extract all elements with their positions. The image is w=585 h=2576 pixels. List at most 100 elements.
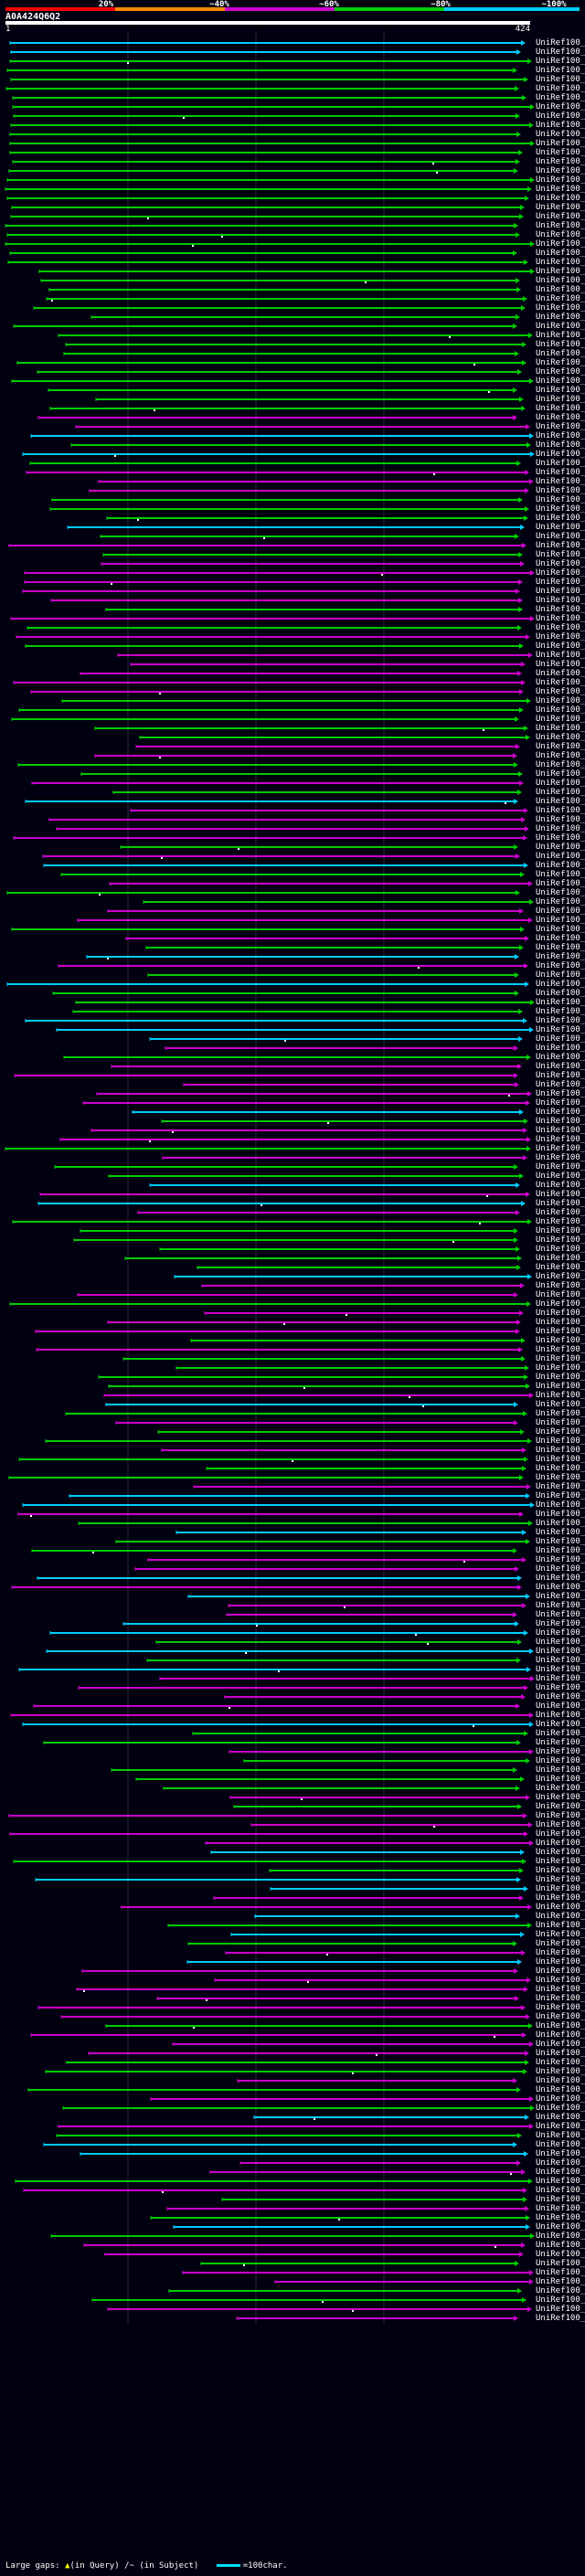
- hit-bar[interactable]: [274, 2279, 534, 2284]
- hit-label[interactable]: UniRef100_A2ZHG2: [536, 1464, 585, 1473]
- hit-bar[interactable]: [98, 479, 534, 484]
- hit-bar[interactable]: [65, 1411, 527, 1416]
- hit-bar[interactable]: [124, 1256, 522, 1261]
- hit-bar[interactable]: [161, 1118, 528, 1124]
- hit-bar[interactable]: [11, 378, 534, 384]
- hit-bar[interactable]: [11, 205, 525, 210]
- hit-label[interactable]: UniRef100_C5HXZ8: [536, 1309, 585, 1318]
- hit-bar[interactable]: [224, 1694, 526, 1700]
- hit-label[interactable]: UniRef100_B6SQR1: [536, 641, 585, 651]
- hit-label[interactable]: UniRef100_UP1000...: [536, 1391, 585, 1400]
- hit-bar[interactable]: [11, 927, 525, 932]
- hit-label[interactable]: UniRef100_Q9ZPL6: [536, 1089, 585, 1098]
- hit-label[interactable]: UniRef100_UP1000...: [536, 1647, 585, 1656]
- hit-bar[interactable]: [221, 2197, 527, 2202]
- hit-bar[interactable]: [10, 122, 534, 128]
- hit-label[interactable]: UniRef100_Q6IEP3: [536, 623, 585, 632]
- hit-label[interactable]: UniRef100_Q6IEX6: [536, 523, 585, 532]
- hit-label[interactable]: UniRef100_B9QG26: [536, 276, 585, 285]
- hit-bar[interactable]: [37, 369, 522, 375]
- hit-bar[interactable]: [139, 735, 530, 740]
- hit-label[interactable]: UniRef100_Q9SUP6: [536, 148, 585, 157]
- hit-bar[interactable]: [60, 872, 525, 877]
- hit-label[interactable]: UniRef100_Q33I17: [536, 916, 585, 925]
- hit-label[interactable]: UniRef100_Q8LY00: [536, 1537, 585, 1546]
- hit-bar[interactable]: [78, 1521, 533, 1526]
- hit-label[interactable]: UniRef100_A5WFN8: [536, 1373, 585, 1382]
- hit-label[interactable]: UniRef100_C6TMA7: [536, 788, 585, 797]
- hit-bar[interactable]: [22, 588, 520, 594]
- hit-bar[interactable]: [69, 1493, 530, 1499]
- hit-label[interactable]: UniRef100_C9QI16: [536, 157, 585, 166]
- hit-bar[interactable]: [80, 1228, 518, 1234]
- hit-bar[interactable]: [7, 260, 528, 265]
- hit-bar[interactable]: [10, 49, 521, 55]
- hit-label[interactable]: UniRef100_B9T8B8: [536, 340, 585, 349]
- hit-bar[interactable]: [130, 808, 528, 813]
- hit-bars[interactable]: [5, 40, 535, 2321]
- hit-bar[interactable]: [174, 1274, 532, 1279]
- hit-label[interactable]: UniRef100_Q9C5V3: [536, 1628, 585, 1638]
- hit-bar[interactable]: [33, 1703, 520, 1709]
- hit-label[interactable]: UniRef100_UP1000...: [536, 1747, 585, 1756]
- hit-label[interactable]: UniRef100_UP1000...: [536, 2104, 585, 2113]
- hit-bar[interactable]: [50, 598, 523, 603]
- hit-bar[interactable]: [102, 552, 523, 557]
- hit-bar[interactable]: [6, 196, 529, 201]
- hit-label[interactable]: UniRef100_UP1000...: [536, 888, 585, 897]
- hit-label[interactable]: UniRef100_C9QI29: [536, 2168, 585, 2177]
- hit-label[interactable]: UniRef100_B3GAX3: [536, 1820, 585, 1829]
- hit-label[interactable]: UniRef100_A9FJ00: [536, 2076, 585, 2085]
- hit-label[interactable]: UniRef100_Q8HVH8: [536, 230, 585, 239]
- hit-label[interactable]: UniRef100_B2KJ71: [536, 1354, 585, 1363]
- hit-bar[interactable]: [6, 177, 535, 183]
- hit-label[interactable]: UniRef100_C5Y312: [536, 1126, 585, 1135]
- hit-label[interactable]: UniRef100_Q5SSZ9: [536, 1656, 585, 1665]
- hit-bar[interactable]: [13, 680, 526, 685]
- hit-label[interactable]: UniRef100_A2ZHQ6: [536, 1263, 585, 1272]
- hit-bar[interactable]: [233, 1804, 522, 1809]
- hit-bar[interactable]: [26, 470, 529, 475]
- hit-label[interactable]: UniRef100_B9V804: [536, 130, 585, 139]
- hit-label[interactable]: UniRef100_C7YM30: [536, 376, 585, 386]
- hit-label[interactable]: UniRef100_B9GSV8: [536, 1583, 585, 1592]
- hit-label[interactable]: UniRef100_Q288C4: [536, 1765, 585, 1775]
- hit-label[interactable]: UniRef100_A3FBG2: [536, 980, 585, 989]
- hit-label[interactable]: UniRef100_Q6IEN0: [536, 1473, 585, 1482]
- hit-bar[interactable]: [25, 799, 518, 804]
- hit-bar[interactable]: [159, 1246, 520, 1252]
- hit-label[interactable]: UniRef100_A0A9W0: [536, 614, 585, 623]
- hit-label[interactable]: UniRef100_Q6IEP2: [536, 1994, 585, 2003]
- hit-label[interactable]: UniRef100_C5U7V9: [536, 2268, 585, 2277]
- hit-label[interactable]: UniRef100_C5QFA6: [536, 514, 585, 523]
- hit-label[interactable]: UniRef100_UP1000...: [536, 2113, 585, 2122]
- hit-bar[interactable]: [159, 1676, 535, 1681]
- hit-bar[interactable]: [8, 1813, 527, 1818]
- hit-label[interactable]: UniRef100_A2Z0Q0: [536, 961, 585, 970]
- hit-bar[interactable]: [13, 113, 520, 119]
- hit-bar[interactable]: [98, 1374, 528, 1380]
- hit-bar[interactable]: [29, 461, 521, 466]
- hit-bar[interactable]: [10, 1712, 534, 1718]
- hit-label[interactable]: UniRef100_B2KJ69: [536, 815, 585, 824]
- hit-bar[interactable]: [81, 1968, 518, 1974]
- hit-bar[interactable]: [163, 1786, 520, 1791]
- hit-bar[interactable]: [187, 1941, 517, 1946]
- hit-bar[interactable]: [89, 488, 529, 493]
- hit-label[interactable]: UniRef100_B1QW39: [536, 57, 585, 66]
- hit-bar[interactable]: [56, 1027, 534, 1033]
- hit-label[interactable]: UniRef100_B6IG66: [536, 632, 585, 641]
- hit-bar[interactable]: [63, 1055, 531, 1060]
- hit-label[interactable]: UniRef100_B9SOP7: [536, 1217, 585, 1226]
- hit-bar[interactable]: [6, 68, 517, 73]
- hit-label[interactable]: UniRef100_B4FR64: [536, 1564, 585, 1574]
- hit-bar[interactable]: [43, 2142, 517, 2147]
- hit-label[interactable]: UniRef100_A7LHF8: [536, 1455, 585, 1464]
- hit-bar[interactable]: [37, 1201, 526, 1206]
- hit-label[interactable]: UniRef100_B9ST84: [536, 2040, 585, 2049]
- hit-label[interactable]: UniRef100_B9HLN1: [536, 1701, 585, 1711]
- hit-bar[interactable]: [183, 1082, 519, 1087]
- hit-label[interactable]: UniRef100_C4MXX0: [536, 1418, 585, 1427]
- hit-label[interactable]: UniRef100_B9GB74: [536, 943, 585, 952]
- hit-bar[interactable]: [16, 360, 526, 366]
